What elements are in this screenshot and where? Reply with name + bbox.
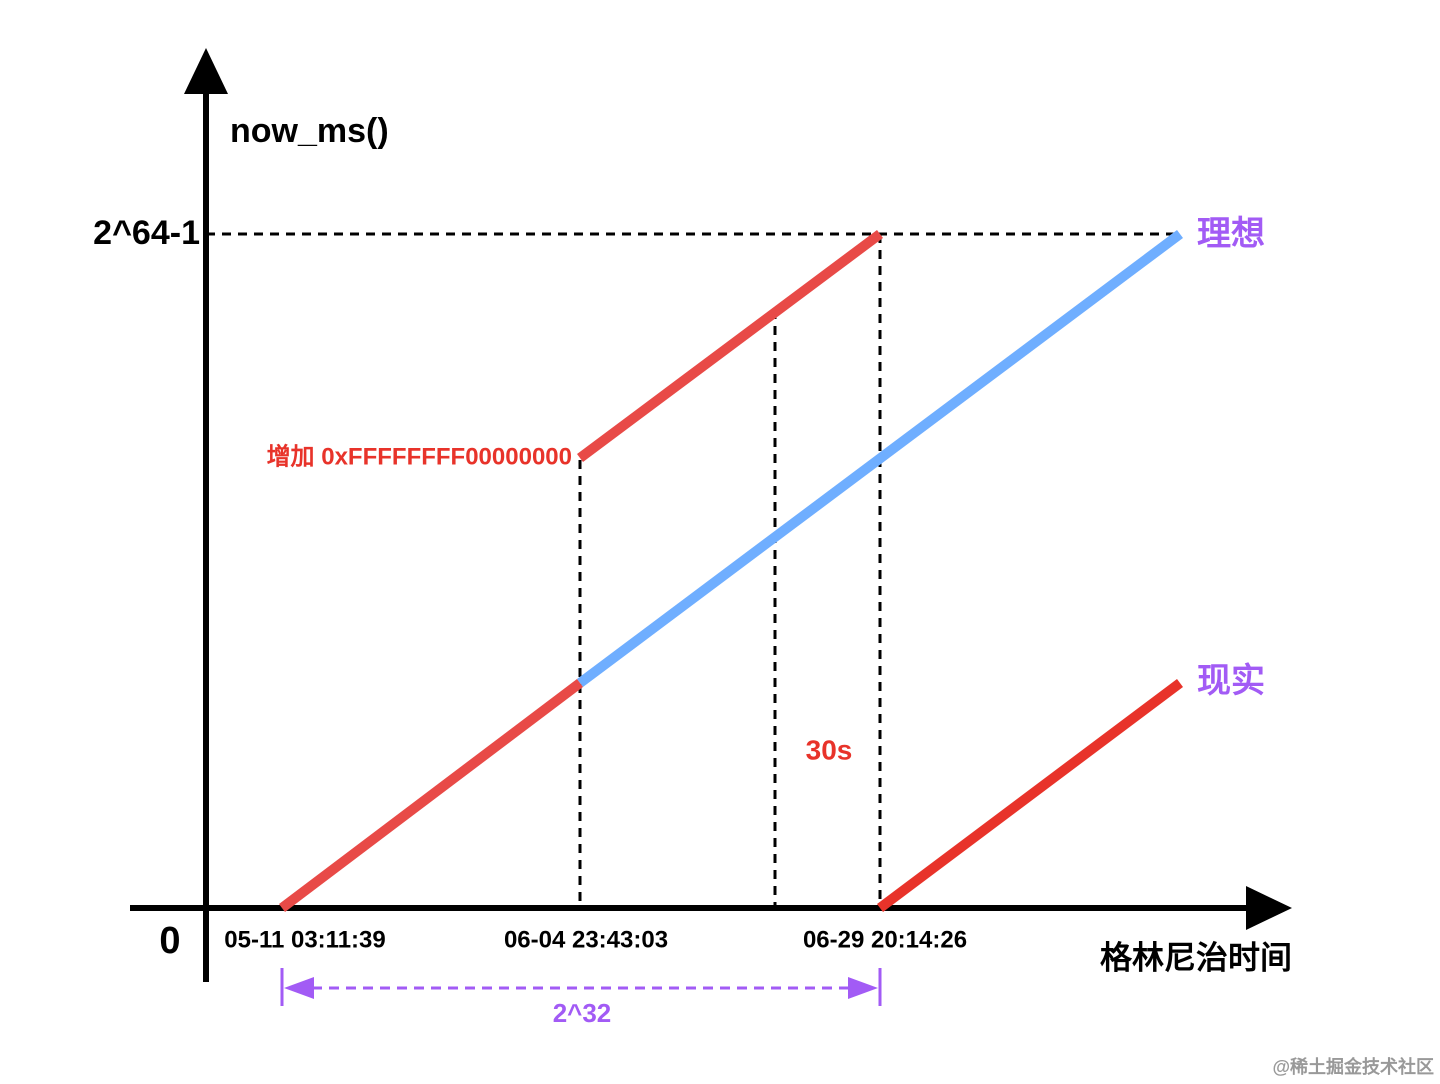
x-arrow xyxy=(1246,886,1292,930)
gap-label: 30s xyxy=(806,734,853,765)
origin-label: 0 xyxy=(159,920,180,962)
x-tick-label: 05-11 03:11:39 xyxy=(224,926,385,953)
real-line xyxy=(278,679,584,912)
span-label: 2^32 xyxy=(553,998,612,1028)
span-head xyxy=(284,977,314,999)
y-max-label: 2^64-1 xyxy=(93,214,200,252)
x-axis-label: 格林尼治时间 xyxy=(1100,939,1292,975)
guides xyxy=(206,232,1180,908)
span-arrow xyxy=(280,968,882,1006)
x-tick-label: 06-04 23:43:03 xyxy=(504,926,668,953)
ideal-line xyxy=(577,229,1183,688)
span-head xyxy=(848,977,878,999)
real-line xyxy=(877,679,1183,912)
x-tick-label: 06-29 20:14:26 xyxy=(803,926,967,953)
y-arrow xyxy=(184,48,228,94)
y-axis-label: now_ms() xyxy=(230,112,389,150)
jump-label: 增加 0xFFFFFFFF00000000 xyxy=(267,442,572,470)
legend-reality: 现实 xyxy=(1197,662,1265,700)
real-line xyxy=(577,229,883,463)
watermark: @稀土掘金技术社区 xyxy=(1272,1056,1434,1077)
legend-ideal: 理想 xyxy=(1197,215,1265,253)
